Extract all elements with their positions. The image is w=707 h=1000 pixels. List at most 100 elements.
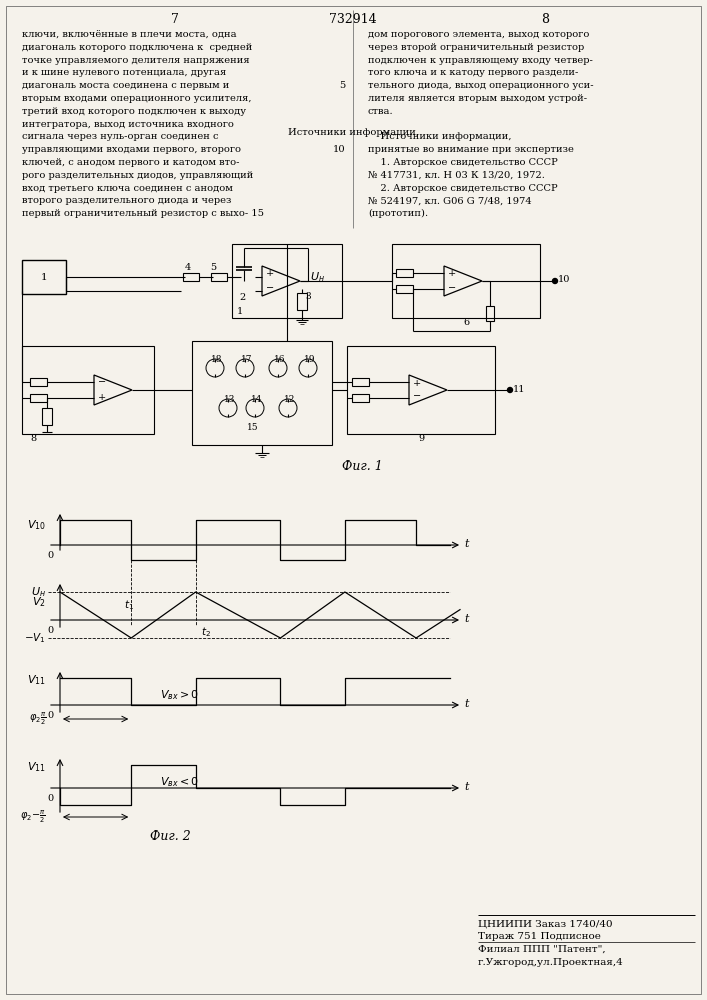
Text: 5: 5 [339, 81, 345, 90]
Text: −: − [266, 284, 274, 292]
Text: $\varphi_2{-}\frac{\pi}{2}$: $\varphi_2{-}\frac{\pi}{2}$ [21, 809, 46, 825]
Text: принятые во внимание при экспертизе: принятые во внимание при экспертизе [368, 145, 574, 154]
Text: 1: 1 [237, 307, 243, 316]
Text: третий вход которого подключен к выходу: третий вход которого подключен к выходу [22, 107, 246, 116]
Text: 3: 3 [305, 292, 310, 301]
Text: t: t [464, 699, 469, 709]
Text: ЦНИИПИ Заказ 1740/40: ЦНИИПИ Заказ 1740/40 [478, 919, 613, 928]
Text: ключей, с анодом первого и катодом вто-: ключей, с анодом первого и катодом вто- [22, 158, 240, 167]
Text: Источники информации,: Источники информации, [288, 128, 419, 137]
Bar [30, 378, 47, 386]
Text: управляющими входами первого, второго: управляющими входами первого, второго [22, 145, 241, 154]
Text: г.Ужгород,ул.Проектная,4: г.Ужгород,ул.Проектная,4 [478, 958, 624, 967]
Text: № 417731, кл. Н 03 К 13/20, 1972.: № 417731, кл. Н 03 К 13/20, 1972. [368, 171, 545, 180]
Text: +: + [448, 269, 456, 278]
Text: +: + [98, 392, 106, 401]
Text: 7: 7 [171, 13, 179, 26]
Text: подключен к управляющему входу четвер-: подключен к управляющему входу четвер- [368, 56, 593, 65]
Text: точке управляемого делителя напряжения: точке управляемого делителя напряжения [22, 56, 250, 65]
Text: 18: 18 [211, 355, 223, 364]
Text: 4: 4 [185, 263, 191, 272]
Text: $\varphi_2\frac{\pi}{2}$: $\varphi_2\frac{\pi}{2}$ [28, 711, 46, 727]
Text: сигнала через нуль-орган соединен с: сигнала через нуль-орган соединен с [22, 132, 218, 141]
Text: 0: 0 [48, 626, 54, 635]
Text: вход третьего ключа соединен с анодом: вход третьего ключа соединен с анодом [22, 184, 233, 193]
Text: t: t [464, 782, 469, 792]
Text: интегратора, выход источника входного: интегратора, выход источника входного [22, 120, 234, 129]
Text: −: − [413, 392, 421, 401]
Text: −: − [98, 378, 106, 387]
Bar [347, 346, 495, 434]
Text: $V_{вх}<0$: $V_{вх}<0$ [160, 775, 199, 789]
Text: 15: 15 [247, 423, 259, 432]
Text: 12: 12 [284, 395, 296, 404]
Text: $V_{вх}>0$: $V_{вх}>0$ [160, 688, 199, 702]
Text: 1: 1 [41, 272, 47, 282]
Text: ства.: ства. [368, 107, 394, 116]
Text: $U_н$: $U_н$ [31, 585, 46, 599]
Text: 17: 17 [241, 355, 252, 364]
Text: Тираж 751 Подписное: Тираж 751 Подписное [478, 932, 601, 941]
Bar [396, 269, 413, 277]
Text: 6: 6 [463, 318, 469, 327]
Text: t: t [464, 614, 469, 624]
Bar [183, 273, 199, 281]
Text: t: t [464, 539, 469, 549]
Text: 0: 0 [48, 794, 54, 803]
Bar [211, 273, 227, 281]
Text: 732914: 732914 [329, 13, 377, 26]
Text: того ключа и к катоду первого раздели-: того ключа и к катоду первого раздели- [368, 68, 578, 77]
Text: 2: 2 [240, 293, 246, 302]
Text: 10: 10 [558, 275, 571, 284]
Circle shape [508, 387, 513, 392]
Text: 19: 19 [304, 355, 315, 364]
Text: 2. Авторское свидетельство СССР: 2. Авторское свидетельство СССР [368, 184, 558, 193]
Text: второго разделительного диода и через: второго разделительного диода и через [22, 196, 231, 205]
Text: № 524197, кл. G06 G 7/48, 1974: № 524197, кл. G06 G 7/48, 1974 [368, 196, 532, 205]
Text: рого разделительных диодов, управляющий: рого разделительных диодов, управляющий [22, 171, 253, 180]
Text: $-V_1$: $-V_1$ [24, 631, 46, 645]
Text: лителя является вторым выходом устрой-: лителя является вторым выходом устрой- [368, 94, 587, 103]
Text: −: − [448, 284, 456, 292]
Text: +: + [266, 269, 274, 278]
Text: 8: 8 [30, 434, 36, 443]
Bar [192, 341, 332, 445]
Text: $t_2$: $t_2$ [201, 625, 211, 639]
Text: 11: 11 [513, 384, 525, 393]
Text: (прототип).: (прототип). [368, 209, 428, 218]
Bar [352, 378, 369, 386]
Bar [232, 244, 342, 318]
Bar [352, 394, 369, 402]
Text: Филиал ППП "Патент",: Филиал ППП "Патент", [478, 945, 606, 954]
Text: $U_н$: $U_н$ [310, 270, 325, 284]
Text: диагональ которого подключена к  средней: диагональ которого подключена к средней [22, 43, 252, 52]
Bar [297, 293, 307, 310]
Bar [30, 394, 47, 402]
Text: 16: 16 [274, 355, 286, 364]
Text: $V_2$: $V_2$ [33, 595, 46, 609]
Text: вторым входами операционного усилителя,: вторым входами операционного усилителя, [22, 94, 252, 103]
Text: $V_{11}$: $V_{11}$ [27, 760, 46, 774]
Text: тельного диода, выход операционного уси-: тельного диода, выход операционного уси- [368, 81, 594, 90]
Text: 0: 0 [48, 551, 54, 560]
Text: $V_{11}$: $V_{11}$ [27, 673, 46, 687]
Text: ключи, включённые в плечи моста, одна: ключи, включённые в плечи моста, одна [22, 30, 237, 39]
Text: 14: 14 [251, 395, 262, 404]
Bar [486, 306, 494, 321]
Bar [392, 244, 540, 318]
Circle shape [552, 278, 558, 284]
Text: дом порогового элемента, выход которого: дом порогового элемента, выход которого [368, 30, 590, 39]
Bar [42, 408, 52, 425]
Text: $t_1$: $t_1$ [124, 598, 134, 612]
Text: 8: 8 [541, 13, 549, 26]
Text: Фиг. 1: Фиг. 1 [341, 460, 382, 473]
Text: через второй ограничительный резистор: через второй ограничительный резистор [368, 43, 584, 52]
Text: Источники информации,: Источники информации, [368, 132, 511, 141]
Text: 1. Авторское свидетельство СССР: 1. Авторское свидетельство СССР [368, 158, 558, 167]
Text: 9: 9 [418, 434, 424, 443]
Text: Фиг. 2: Фиг. 2 [150, 830, 190, 843]
Text: и к шине нулевого потенциала, другая: и к шине нулевого потенциала, другая [22, 68, 226, 77]
Text: 13: 13 [224, 395, 235, 404]
Text: 10: 10 [332, 145, 345, 154]
Bar [22, 346, 154, 434]
